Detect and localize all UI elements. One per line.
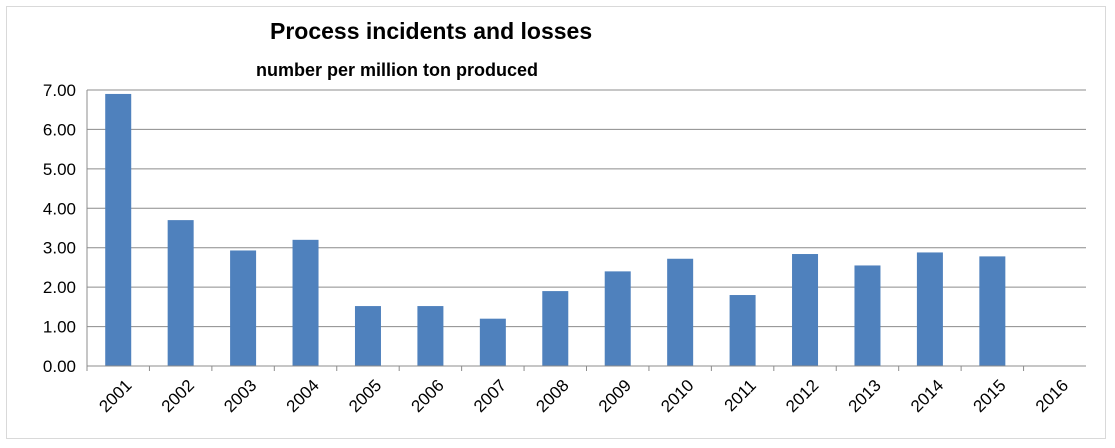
x-tick-label: 2013	[845, 376, 885, 416]
x-tick-label: 2002	[158, 376, 198, 416]
x-tick-label: 2011	[721, 376, 760, 415]
x-axis	[86, 90, 1086, 371]
bar-2010	[667, 258, 694, 366]
x-tick-label: 2008	[532, 376, 572, 416]
y-tick-label: 0.00	[43, 357, 76, 376]
y-tick-label: 6.00	[43, 120, 76, 139]
y-tick-label: 1.00	[43, 318, 76, 337]
chart-title: Process incidents and losses	[270, 18, 593, 44]
bar-2007	[479, 318, 506, 366]
bar-2011	[729, 295, 756, 366]
bar-2014	[916, 252, 943, 366]
y-tick-label: 4.00	[43, 199, 76, 218]
bar-2012	[792, 254, 819, 366]
x-tick-label: 2006	[408, 376, 448, 416]
y-tick-label: 7.00	[43, 81, 76, 100]
bar-2015	[979, 256, 1006, 366]
bars	[105, 93, 1006, 366]
x-tick-label: 2004	[283, 376, 323, 416]
x-tick-label: 2003	[220, 376, 260, 416]
x-tick-label: 2012	[782, 376, 822, 416]
x-tick-label: 2009	[595, 376, 635, 416]
x-tick-label: 2014	[907, 376, 947, 416]
bar-2002	[167, 220, 194, 366]
chart-subtitle: number per million ton produced	[256, 60, 539, 80]
y-tick-label: 5.00	[43, 160, 76, 179]
x-tick-label: 2010	[657, 376, 697, 416]
bar-2001	[105, 93, 132, 366]
y-tick-label: 2.00	[43, 278, 76, 297]
y-axis-ticks: 0.00 1.00 2.00 3.00 4.00 5.00 6.00 7.00	[43, 81, 76, 376]
bar-2005	[354, 306, 381, 366]
bar-2004	[292, 239, 319, 366]
bar-2009	[604, 271, 631, 366]
bar-2008	[542, 291, 569, 366]
bar-2013	[854, 265, 881, 366]
bar-2003	[230, 250, 257, 366]
x-tick-label: 2001	[95, 376, 135, 416]
x-tick-label: 2015	[969, 376, 1009, 416]
x-tick-label: 2005	[345, 376, 385, 416]
bar-2006	[417, 306, 444, 366]
y-tick-label: 3.00	[43, 239, 76, 258]
x-tick-label: 2016	[1032, 376, 1072, 416]
x-tick-label: 2007	[470, 376, 510, 416]
x-axis-ticks: 2001 2002 2003 2004 2005 2006 2007 2008 2009 2010…	[95, 376, 1072, 416]
